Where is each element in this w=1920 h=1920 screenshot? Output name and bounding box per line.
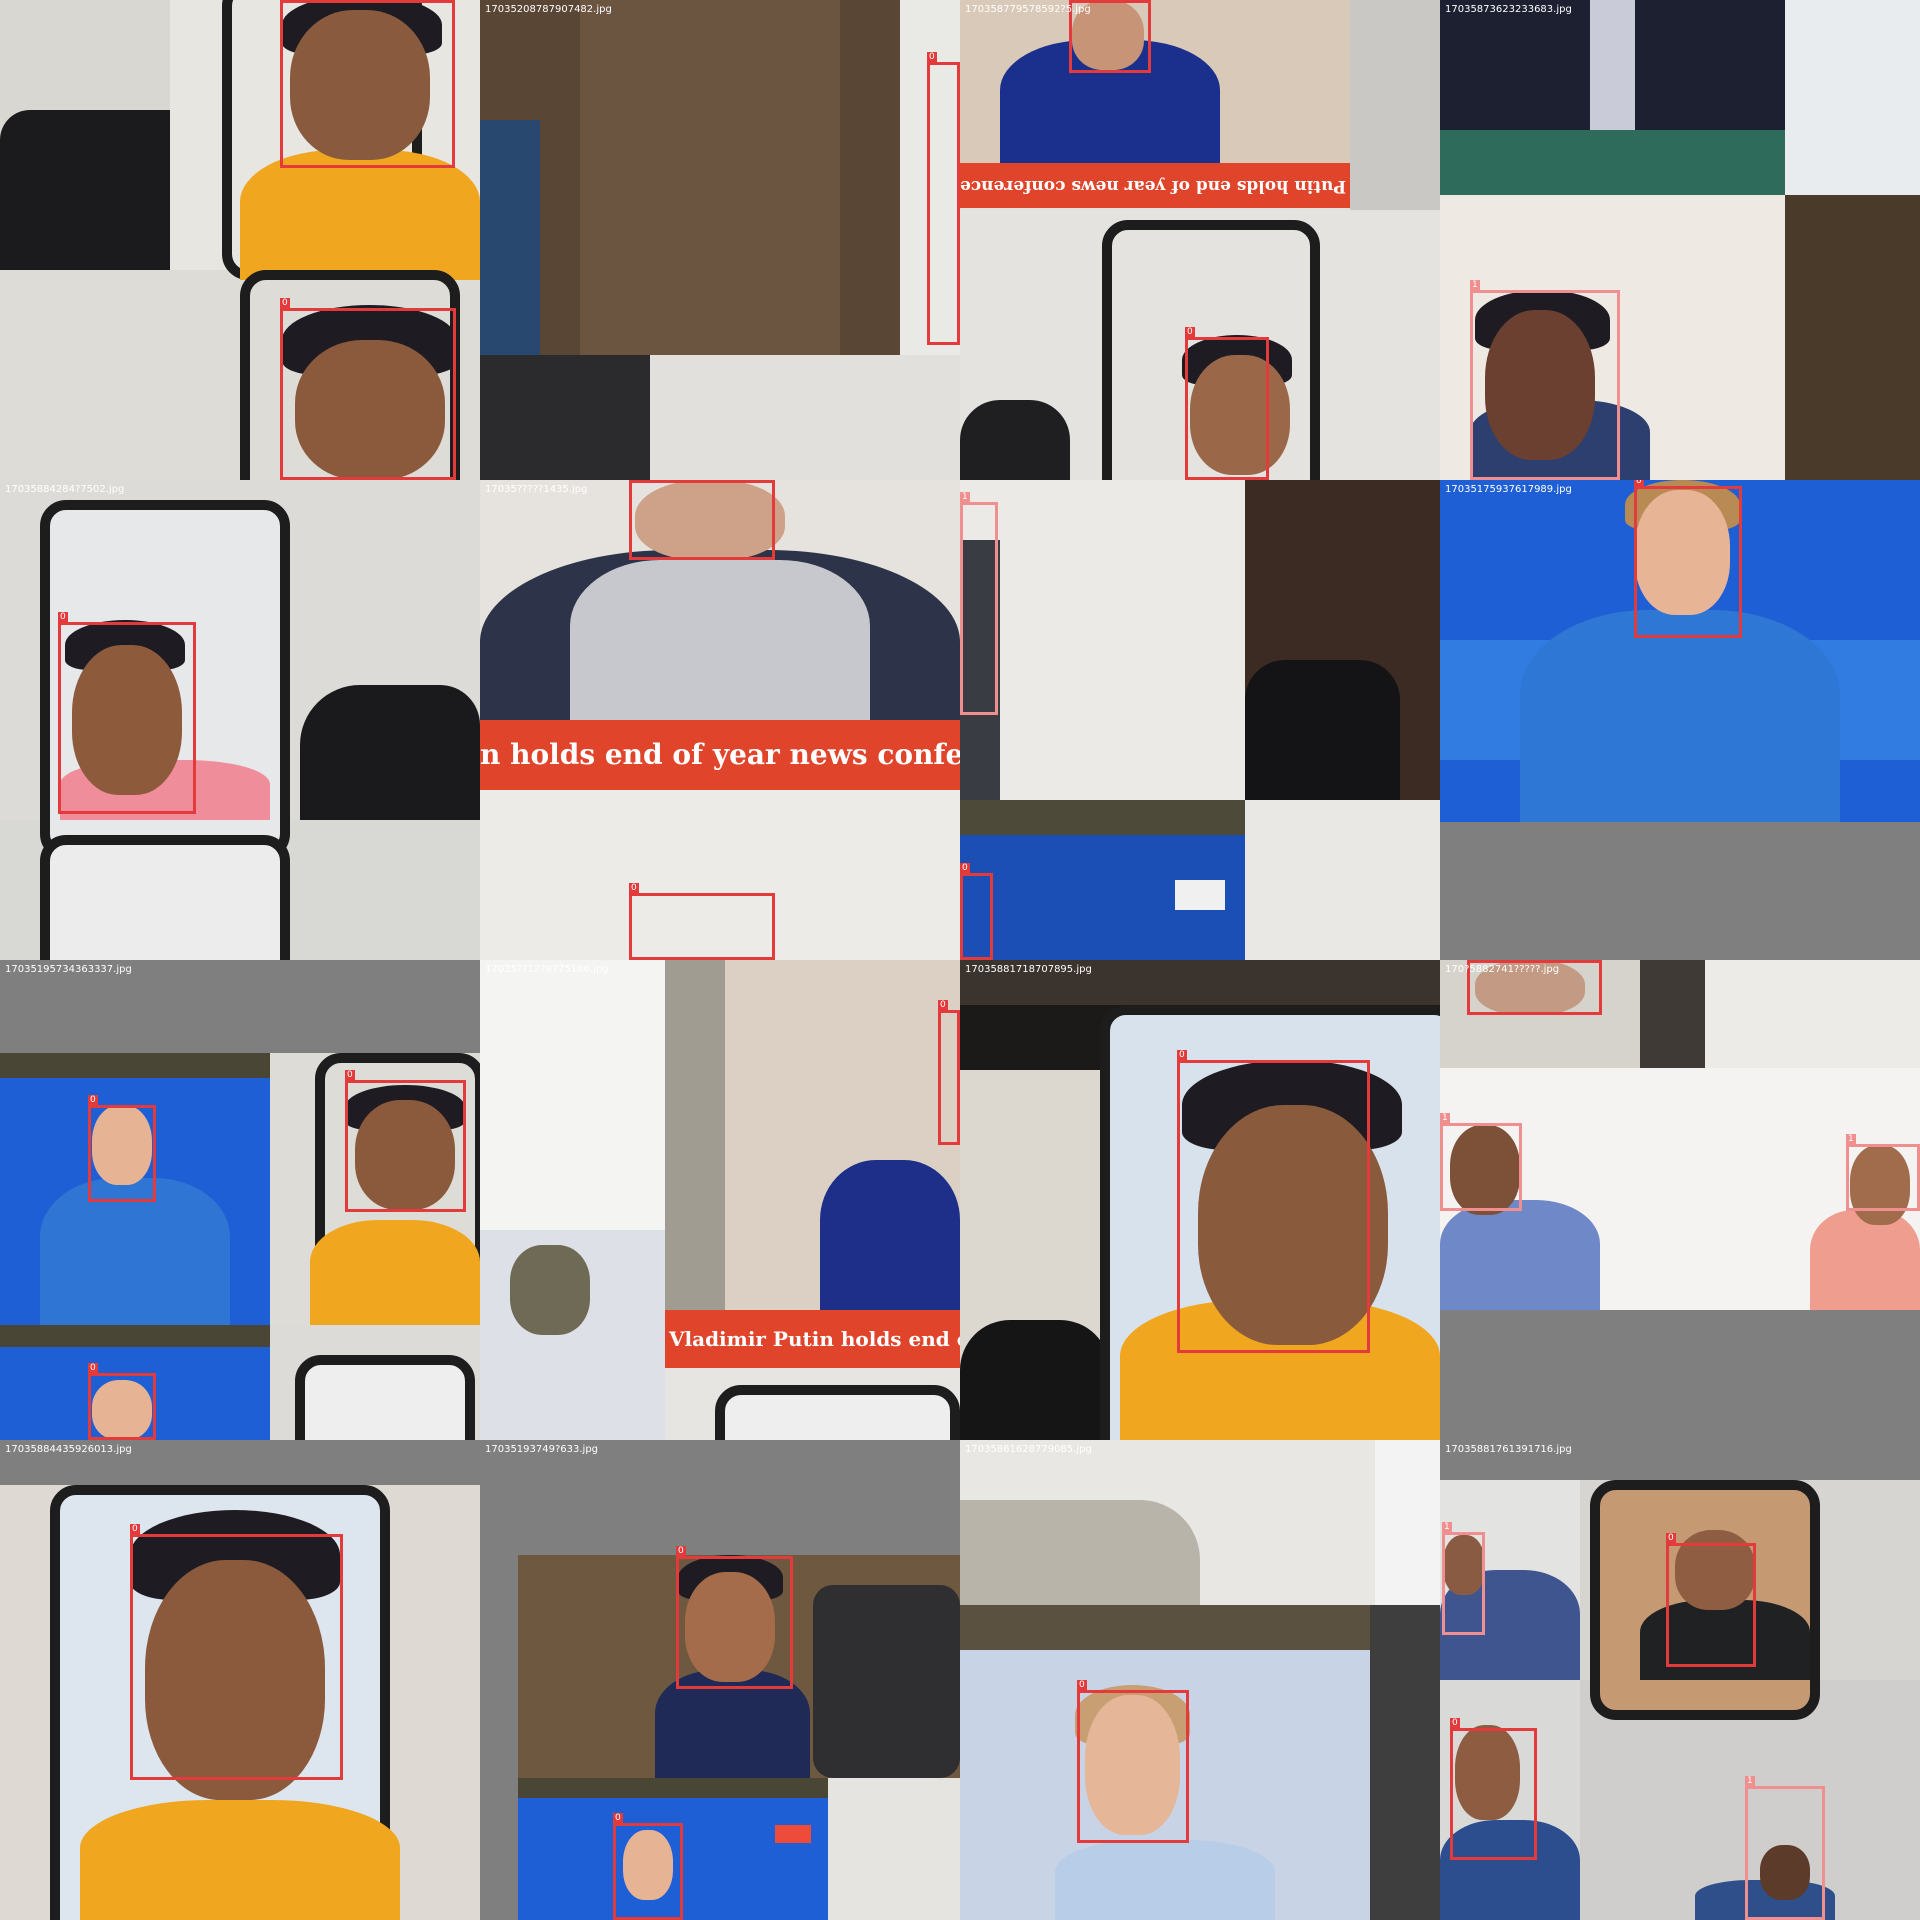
tile-filename: 17035208787907482.jpg (485, 4, 612, 15)
box-label: 1 (1440, 1113, 1450, 1123)
tile-filename: 17035??12?9775186.jpg (485, 964, 609, 975)
box-label: 1 (960, 492, 970, 502)
tile-filename: 17035193749?633.jpg (485, 1444, 599, 1455)
tile-filename: 17035873623233683.jpg (1445, 4, 1572, 15)
tile-6: n holds end of year news conferen 0 0 17… (480, 480, 960, 960)
tile-filename: 17035881761391716.jpg (1445, 1444, 1572, 1455)
box-label: 0 (88, 1363, 98, 1373)
box-label: 0 (88, 1095, 98, 1105)
box-label: 0 (960, 863, 970, 873)
box-label: 0 (130, 1524, 140, 1534)
box-label: 0 (938, 1000, 948, 1010)
tile-5: 0 17035884284?7502.jpg (0, 480, 480, 960)
tile-11: 0 17035881718707895.jpg (960, 960, 1440, 1440)
box-label: 0 (345, 1070, 355, 1080)
banner-text: Vladimir Putin holds end o (669, 1327, 960, 1351)
tile-filename: 170358779578592?5.jpg (965, 4, 1091, 15)
box-label: 1 (1442, 1522, 1452, 1532)
tile-10: Vladimir Putin holds end o 0 17035??12?9… (480, 960, 960, 1440)
box-label: 0 (58, 612, 68, 622)
box-label: 1 (1745, 1776, 1755, 1786)
banner-text: Vladimir Putin holds end of year news co… (960, 176, 1350, 196)
box-label: 0 (280, 298, 290, 308)
box-label: 0 (1634, 480, 1644, 486)
banner-text: n holds end of year news conferen (480, 738, 960, 771)
tile-8: 0 17035175937617989.jpg (1440, 480, 1920, 960)
tile-2: 0 17035208787907482.jpg (480, 0, 960, 480)
box-label: 0 (1077, 1680, 1087, 1690)
tile-filename: 17035884435926013.jpg (5, 1444, 132, 1455)
tile-filename: 17035?????1435.jpg (485, 484, 588, 495)
tile-7: 1 0 (960, 480, 1440, 960)
box-label: 0 (1177, 1050, 1187, 1060)
tile-filename: 17035881718707895.jpg (965, 964, 1092, 975)
box-label: 0 (676, 1546, 686, 1556)
tile-16: 1 0 0 1 17035881761391716.jpg (1440, 1440, 1920, 1920)
tile-15: 0 17035861628779085.jpg (960, 1440, 1440, 1920)
tile-filename: 170?5882741?????.jpg (1445, 964, 1560, 975)
tile-3: Vladimir Putin holds end of year news co… (960, 0, 1440, 480)
box-label: 1 (1470, 280, 1480, 290)
tile-9: 0 0 0 17035195734363337.jpg (0, 960, 480, 1440)
box-label: 0 (927, 52, 937, 62)
box-label: 0 (1185, 327, 1195, 337)
box-label: 1 (1846, 1134, 1856, 1144)
tile-13: 0 17035884435926013.jpg (0, 1440, 480, 1920)
box-label: 0 (629, 883, 639, 893)
tile-filename: 17035884284?7502.jpg (5, 484, 125, 495)
box-label: 0 (613, 1813, 623, 1823)
box-label: 0 (1450, 1718, 1460, 1728)
tile-4: 1 17035873623233683.jpg (1440, 0, 1920, 480)
box-label: 0 (1666, 1533, 1676, 1543)
tile-12: 0 1 1 170?5882741?????.jpg (1440, 960, 1920, 1440)
tile-filename: 17035195734363337.jpg (5, 964, 132, 975)
tile-1: 0 0 (0, 0, 480, 480)
tile-14: 0 0 17035193749?633.jpg (480, 1440, 960, 1920)
tile-filename: 17035861628779085.jpg (965, 1444, 1092, 1455)
tile-filename: 17035175937617989.jpg (1445, 484, 1572, 495)
